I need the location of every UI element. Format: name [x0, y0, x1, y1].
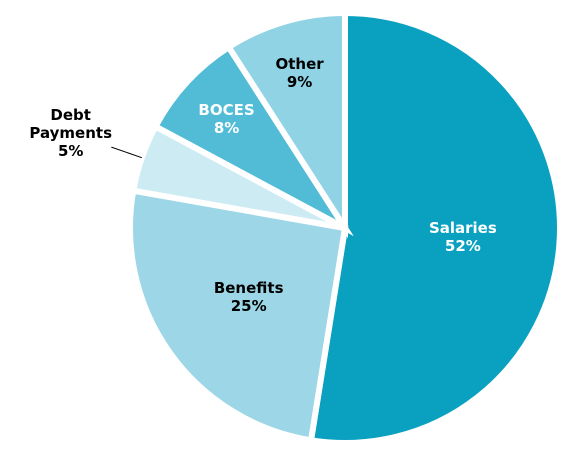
slice-name: Salaries [428, 219, 497, 238]
leader-line [111, 146, 142, 159]
slice-label: BOCES 8% [198, 101, 254, 137]
slice-name: BOCES [198, 100, 255, 119]
pie-slice [307, 9, 563, 446]
pie-slice [224, 9, 348, 239]
slice-label: Salaries 52% [429, 219, 497, 255]
slice-value: 25% [230, 296, 267, 315]
slice-name: Debt Payments [29, 106, 113, 143]
slice-label: Debt Payments 5% [26, 106, 116, 160]
pie-slice [127, 187, 349, 444]
slice-name: Benefits [213, 278, 284, 297]
slice-label: Other 9% [275, 55, 323, 91]
slice-name: Other [275, 55, 324, 74]
slice-value: 52% [444, 237, 481, 256]
slice-value: 8% [213, 118, 240, 137]
slice-label: Benefits 25% [214, 279, 284, 315]
slice-value: 9% [286, 73, 313, 92]
slice-value: 5% [57, 142, 84, 161]
